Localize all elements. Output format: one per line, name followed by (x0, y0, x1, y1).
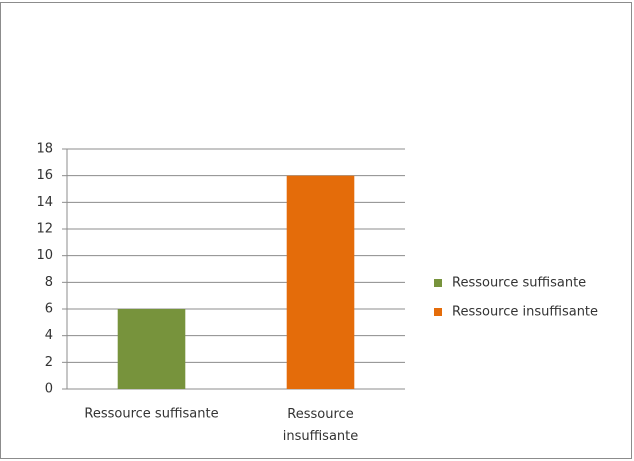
y-tick-label: 0 (45, 382, 53, 397)
legend-label: Ressource suffisante (452, 276, 586, 291)
y-tick-label: 12 (36, 222, 53, 237)
x-tick-label: Ressource insuffisante (283, 407, 359, 444)
y-tick-label: 14 (36, 195, 53, 210)
y-tick-label: 2 (45, 355, 53, 370)
legend-label: Ressource insuffisante (452, 305, 598, 320)
x-tick-label: Ressource suffisante (84, 407, 218, 422)
bar (117, 309, 186, 389)
y-tick-label: 4 (45, 328, 53, 343)
y-tick-label: 8 (45, 275, 53, 290)
legend-swatch (434, 308, 442, 316)
y-tick-label: 18 (36, 142, 53, 157)
y-tick-label: 6 (45, 302, 53, 317)
y-tick-label: 10 (36, 248, 53, 263)
bar (286, 175, 355, 389)
y-tick-label: 16 (36, 168, 53, 183)
legend-swatch (434, 279, 442, 287)
